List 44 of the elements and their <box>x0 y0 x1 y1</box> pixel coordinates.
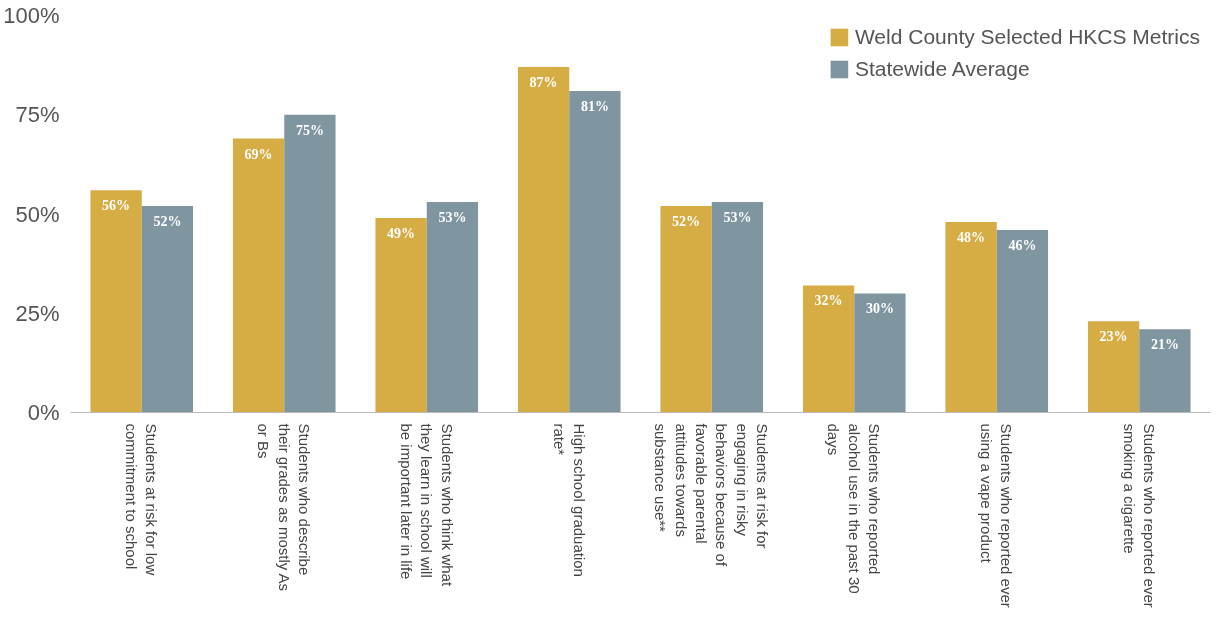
legend-label: Weld County Selected HKCS Metrics <box>854 25 1200 49</box>
x-tick-label: Students at risk for low commitment to school <box>123 423 161 576</box>
bar <box>945 221 997 413</box>
bar <box>426 202 479 413</box>
bar <box>854 293 906 413</box>
data-label: 53% <box>723 210 752 226</box>
bar <box>232 138 285 413</box>
bar <box>1087 321 1140 413</box>
bar <box>1139 329 1191 413</box>
x-tick-label: High school graduation rate* <box>550 423 588 577</box>
data-label: 53% <box>438 210 467 226</box>
bar <box>90 190 142 413</box>
legend-label: Statewide Average <box>854 57 1030 81</box>
bar <box>375 217 427 413</box>
data-label: 56% <box>102 198 131 214</box>
data-label: 87% <box>529 75 558 91</box>
y-tick-label: 25% <box>15 300 60 326</box>
bar <box>569 90 621 413</box>
data-label: 48% <box>957 229 986 245</box>
y-tick-label: 50% <box>15 201 60 227</box>
bar <box>996 229 1049 413</box>
data-label: 23% <box>1099 329 1128 345</box>
bar <box>802 285 855 413</box>
bar <box>284 114 336 413</box>
data-label: 52% <box>153 214 182 230</box>
data-label: 21% <box>1150 337 1179 353</box>
bar <box>711 202 764 413</box>
data-label: 49% <box>387 225 416 241</box>
data-label: 52% <box>672 214 701 230</box>
x-tick-label: Students who reported alcohol use in the past 30 days <box>825 423 884 594</box>
y-tick-label: 75% <box>15 102 60 128</box>
bar <box>660 206 712 413</box>
y-tick-label: 100% <box>3 3 60 28</box>
data-label: 30% <box>865 301 894 317</box>
data-label: 75% <box>295 122 324 138</box>
bar <box>141 206 194 413</box>
data-label: 32% <box>814 293 843 309</box>
x-tick-label: Students who reported ever smoking a cigarette <box>1120 423 1158 608</box>
bar <box>517 67 570 413</box>
data-label: 69% <box>244 146 273 162</box>
x-tick-label: Students who describe their grades as mostly As or Bs <box>255 423 314 592</box>
data-label: 81% <box>580 98 609 114</box>
data-label: 46% <box>1008 237 1037 253</box>
y-tick-label: 0% <box>27 400 60 425</box>
